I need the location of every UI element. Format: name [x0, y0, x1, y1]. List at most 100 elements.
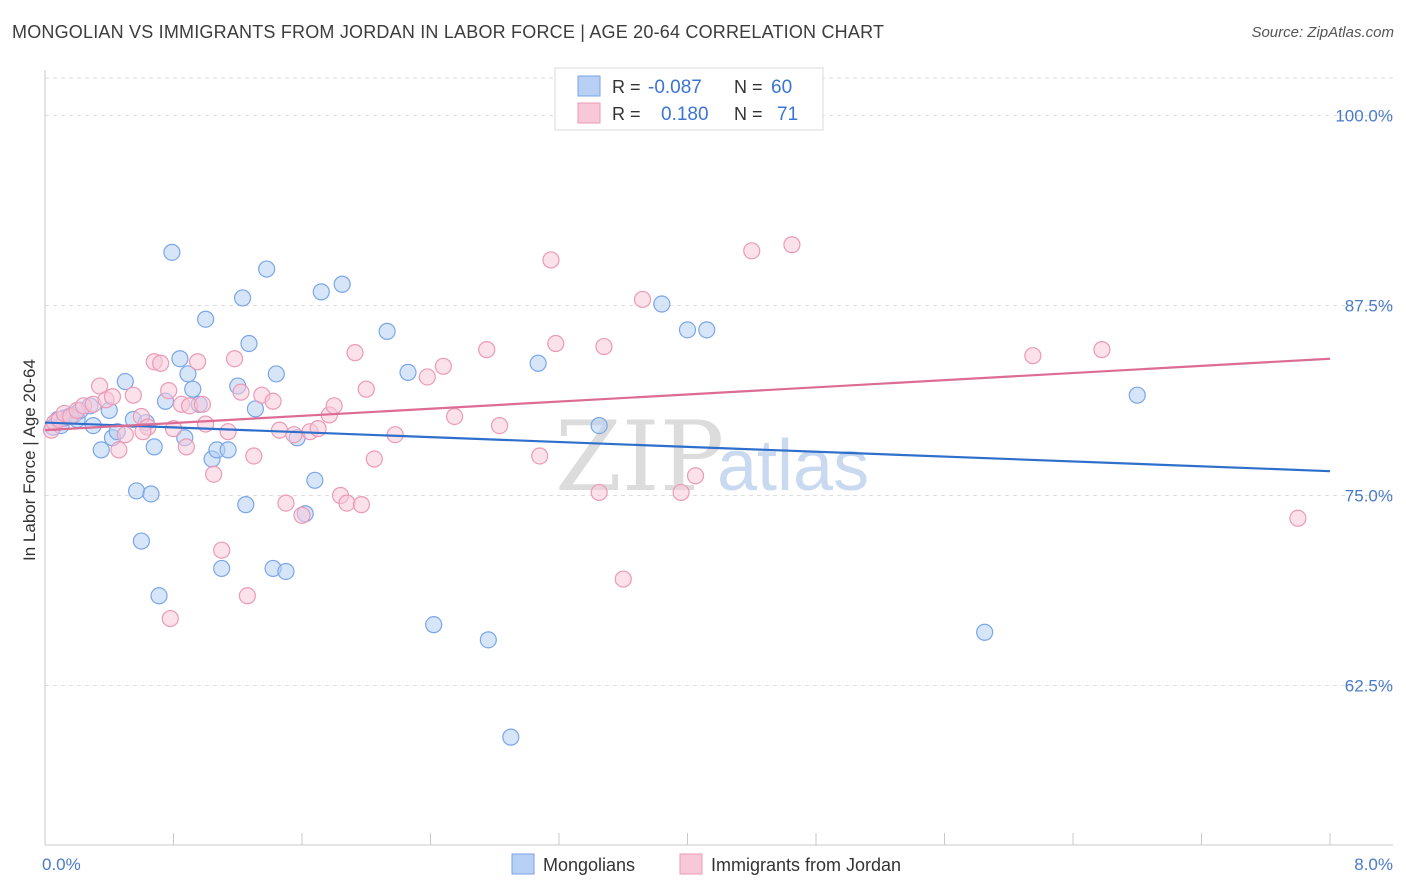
point-s1-27 — [213, 541, 231, 559]
point-s1-61 — [633, 290, 652, 309]
point-s0-55 — [653, 295, 671, 313]
point-s1-42 — [325, 397, 343, 415]
point-s1-59 — [595, 337, 613, 356]
point-s0-41 — [267, 365, 285, 383]
point-s0-26 — [179, 365, 197, 383]
point-s1-40 — [309, 420, 327, 438]
point-s1-28 — [219, 423, 237, 441]
point-s1-53 — [478, 341, 496, 359]
point-s0-45 — [306, 471, 324, 489]
point-s1-17 — [152, 354, 170, 372]
point-s1-13 — [124, 386, 142, 404]
point-s1-63 — [686, 467, 705, 485]
point-s0-14 — [116, 372, 134, 391]
top-legend: R = -0.087 N = 60 R = 0.180 N = 71 — [554, 67, 824, 131]
point-s0-29 — [197, 310, 215, 328]
point-s1-18 — [160, 382, 178, 400]
watermark-atlas: atlas — [717, 426, 869, 506]
point-s0-52 — [502, 728, 520, 746]
point-s1-45 — [346, 344, 364, 362]
point-s0-39 — [258, 260, 276, 278]
point-s1-57 — [547, 334, 565, 353]
point-s0-24 — [171, 350, 189, 368]
point-s1-67 — [1093, 341, 1111, 359]
point-s0-54 — [590, 416, 608, 435]
y-tick-label-0: 100.0% — [1335, 107, 1393, 126]
point-s1-50 — [418, 368, 436, 386]
point-s1-64 — [743, 242, 761, 260]
point-s0-16 — [127, 482, 146, 500]
bottom-legend-swatch-mongolians — [511, 853, 535, 875]
point-s0-58 — [976, 623, 994, 641]
point-s1-23 — [188, 353, 207, 371]
point-s0-56 — [678, 321, 697, 339]
point-s1-31 — [238, 587, 256, 605]
point-s1-24 — [193, 395, 212, 413]
x-tick-label-0: 0.0% — [42, 855, 81, 874]
point-s1-54 — [490, 416, 509, 435]
bottom-legend-jordan: Immigrants from Jordan — [711, 855, 901, 875]
point-s1-44 — [338, 494, 356, 512]
point-s0-19 — [142, 485, 160, 503]
y-axis-label: In Labor Force | Age 20-64 — [20, 359, 39, 561]
point-s1-66 — [1024, 347, 1042, 365]
point-s1-56 — [542, 251, 560, 269]
point-s1-36 — [277, 494, 295, 512]
point-s0-20 — [145, 438, 163, 456]
point-s1-12 — [116, 426, 134, 444]
legend-r-label-1: R = — [612, 77, 641, 97]
point-s0-23 — [163, 243, 181, 261]
point-s1-52 — [445, 407, 464, 426]
point-s0-35 — [233, 289, 252, 307]
point-s0-47 — [333, 275, 351, 293]
point-s0-27 — [184, 380, 202, 398]
point-s1-60 — [614, 570, 632, 588]
point-s0-33 — [219, 441, 237, 459]
point-s0-17 — [132, 532, 150, 550]
point-s1-58 — [590, 483, 608, 502]
point-s0-51 — [479, 631, 497, 649]
y-tick-label-2: 75.0% — [1345, 486, 1393, 505]
point-s1-68 — [1289, 509, 1307, 527]
point-s1-30 — [232, 383, 250, 401]
point-s1-11 — [110, 441, 128, 459]
point-s0-37 — [240, 334, 258, 353]
trend-lines — [44, 357, 1331, 473]
point-s0-57 — [698, 321, 716, 339]
legend-r-value-2: 0.180 — [661, 104, 709, 125]
trend-line-1 — [44, 357, 1331, 432]
legend-n-value-1: 60 — [771, 77, 792, 98]
point-s1-62 — [672, 483, 690, 502]
point-s1-65 — [783, 236, 801, 254]
point-s1-21 — [177, 438, 195, 456]
point-s1-26 — [205, 465, 223, 483]
point-s0-10 — [92, 441, 110, 459]
point-s0-49 — [399, 363, 417, 382]
legend-swatch-jordan — [577, 102, 601, 124]
chart-title: MONGOLIAN VS IMMIGRANTS FROM JORDAN IN L… — [12, 22, 885, 42]
point-s1-47 — [357, 380, 375, 398]
point-s0-21 — [150, 587, 168, 605]
legend-n-label-1: N = — [734, 77, 763, 97]
watermark-zip: ZIP — [555, 401, 724, 513]
point-s1-46 — [352, 496, 371, 514]
x-tick-labels: 0.0% 8.0% — [42, 855, 1393, 874]
point-s0-53 — [529, 354, 547, 372]
y-tick-labels: 100.0% 87.5% 75.0% 62.5% — [1335, 107, 1393, 696]
point-s1-55 — [531, 447, 549, 465]
point-s0-32 — [213, 559, 231, 578]
point-s0-59 — [1128, 386, 1146, 404]
x-tick-label-1: 8.0% — [1354, 855, 1393, 874]
point-s1-10 — [103, 388, 122, 406]
point-s1-38 — [293, 506, 311, 524]
legend-n-label-2: N = — [734, 104, 763, 124]
bottom-legend-mongolians: Mongolians — [543, 855, 635, 875]
point-s1-32 — [245, 447, 263, 465]
source-label: Source: ZipAtlas.com — [1251, 24, 1394, 41]
point-s1-69 — [161, 609, 179, 628]
point-s0-50 — [425, 616, 443, 634]
bottom-legend-swatch-jordan — [679, 853, 703, 875]
y-tick-label-1: 87.5% — [1345, 297, 1393, 316]
legend-r-value-1: -0.087 — [648, 77, 702, 98]
